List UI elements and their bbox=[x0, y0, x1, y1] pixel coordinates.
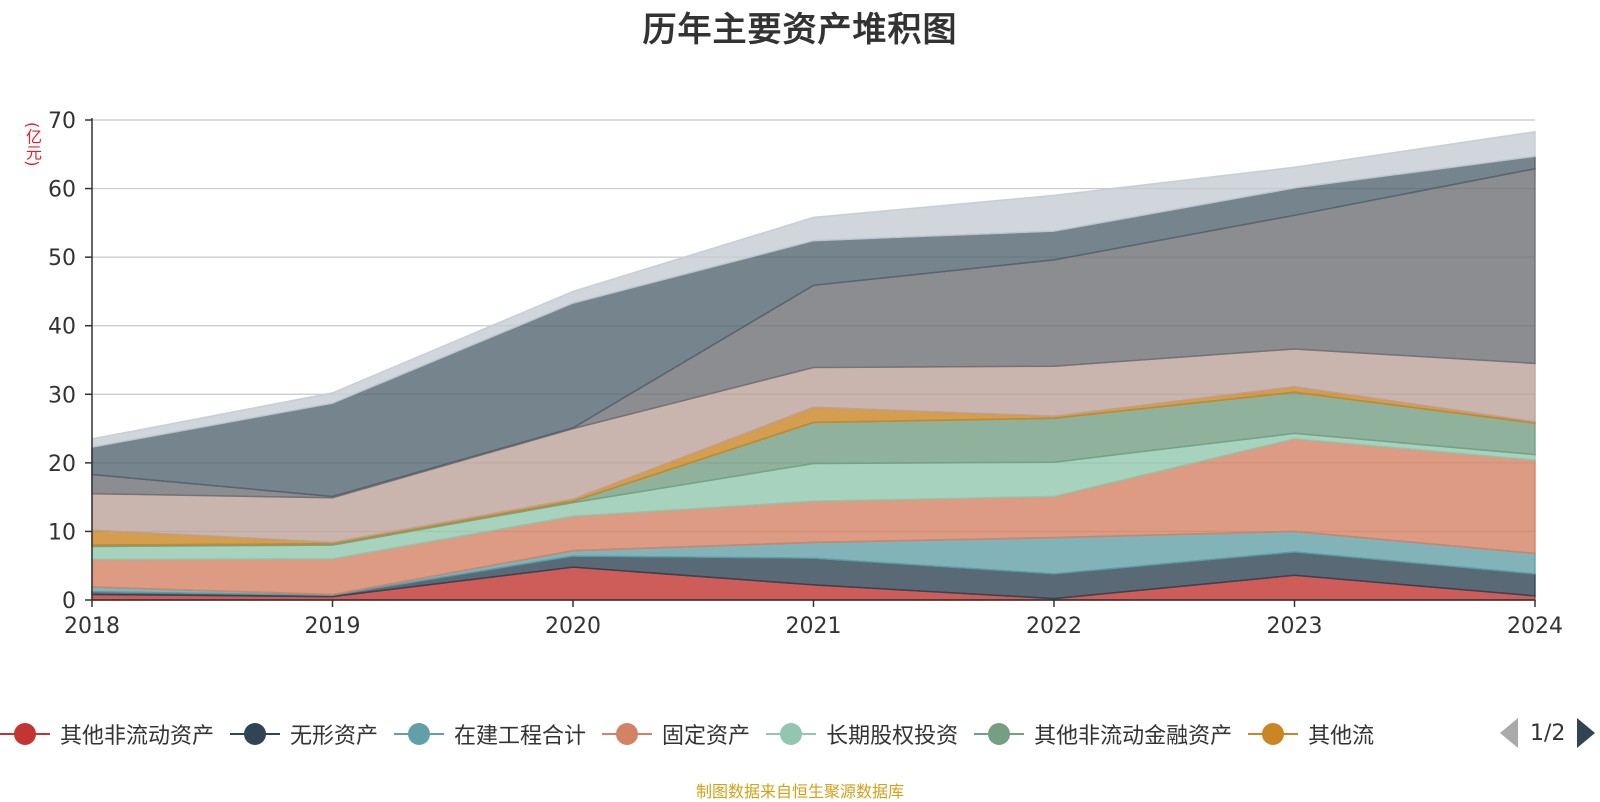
legend-page-indicator: 1/2 bbox=[1530, 720, 1566, 746]
x-tick-label: 2019 bbox=[305, 614, 361, 639]
y-tick-label: 40 bbox=[48, 315, 76, 340]
legend-item[interactable]: 其他非流动金融资产 bbox=[974, 718, 1232, 750]
legend-item[interactable]: 其他非流动资产 bbox=[0, 718, 214, 750]
y-tick-label: 20 bbox=[48, 452, 76, 477]
legend-marker-icon bbox=[1248, 721, 1299, 747]
legend-label: 其他流 bbox=[1308, 724, 1375, 749]
legend-item[interactable]: 固定资产 bbox=[602, 718, 750, 750]
legend-marker-icon bbox=[0, 721, 50, 747]
area-series-11[interactable] bbox=[91, 130, 1536, 448]
axes: 0 10 20 30 40 50 60 70 2018 2019 2020 2021 2022 2023 2… bbox=[48, 109, 1563, 639]
legend-label: 其他非流动金融资产 bbox=[1034, 724, 1233, 749]
stacked-area-chart: 0 10 20 30 40 50 60 70 2018 2019 2020 2021 2022 2023 2… bbox=[48, 109, 1563, 639]
y-axis-unit: (亿元) bbox=[23, 122, 42, 167]
legend-marker-icon bbox=[602, 721, 653, 747]
y-tick-label: 60 bbox=[48, 178, 76, 203]
x-tick-label: 2020 bbox=[545, 614, 601, 639]
y-tick-label: 70 bbox=[48, 109, 76, 134]
legend-label: 在建工程合计 bbox=[454, 724, 587, 749]
chart-title: 历年主要资产堆积图 bbox=[642, 10, 958, 50]
legend-marker-icon bbox=[394, 721, 445, 747]
x-tick-label: 2022 bbox=[1026, 614, 1082, 639]
y-tick-label: 0 bbox=[62, 589, 76, 614]
legend: 其他非流动资产 无形资产 在建工程合计 固定资产 长期股权投资 其他非流动金融资产 其他流 bbox=[0, 716, 1390, 752]
y-tick-label: 50 bbox=[48, 246, 76, 271]
legend-label: 其他非流动资产 bbox=[60, 724, 215, 749]
legend-item[interactable]: 无形资产 bbox=[230, 718, 378, 750]
legend-label: 长期股权投资 bbox=[826, 724, 959, 749]
legend-item[interactable]: 在建工程合计 bbox=[394, 718, 586, 750]
x-tick-label: 2024 bbox=[1507, 614, 1563, 639]
legend-prev-icon[interactable] bbox=[1500, 718, 1518, 748]
legend-marker-icon bbox=[766, 721, 817, 747]
x-tick-label: 2021 bbox=[786, 614, 842, 639]
legend-pager: 1/2 bbox=[1500, 718, 1596, 748]
legend-marker-icon bbox=[974, 721, 1025, 747]
legend-label: 无形资产 bbox=[290, 724, 379, 749]
legend-item[interactable]: 其他流 bbox=[1248, 718, 1374, 750]
y-tick-label: 30 bbox=[48, 383, 76, 408]
legend-label: 固定资产 bbox=[662, 724, 751, 749]
legend-marker-icon bbox=[230, 721, 281, 747]
legend-next-icon[interactable] bbox=[1577, 718, 1596, 748]
x-tick-label: 2018 bbox=[64, 614, 120, 639]
source-note: 制图数据来自恒生聚源数据库 bbox=[695, 782, 904, 801]
area-series bbox=[91, 130, 1536, 601]
y-tick-label: 10 bbox=[48, 520, 76, 545]
x-tick-label: 2023 bbox=[1267, 614, 1323, 639]
legend-item[interactable]: 长期股权投资 bbox=[766, 718, 958, 750]
